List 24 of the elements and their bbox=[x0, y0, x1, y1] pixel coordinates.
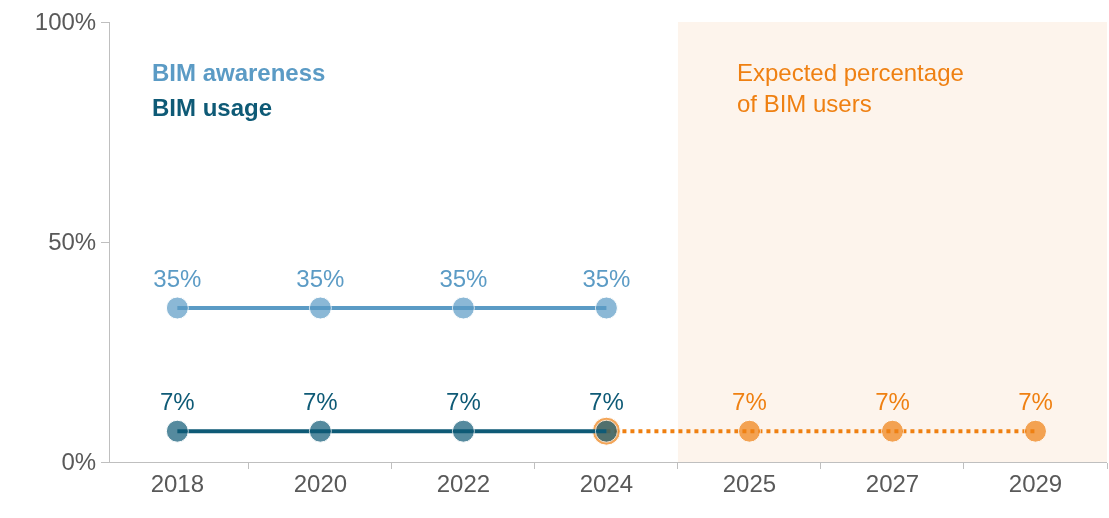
x-tick-label: 2024 bbox=[579, 469, 634, 497]
x-tick-label: 2022 bbox=[436, 469, 491, 497]
y-tick-label: 50% bbox=[48, 228, 97, 256]
data-label: 7% bbox=[160, 388, 195, 416]
x-tick-label: 2027 bbox=[865, 469, 920, 497]
x-tick-label: 2020 bbox=[293, 469, 348, 497]
data-label: 7% bbox=[732, 388, 767, 416]
data-label: 7% bbox=[446, 388, 481, 416]
y-tick-label: 0% bbox=[61, 448, 97, 476]
data-label: 35% bbox=[582, 265, 631, 293]
data-label: 7% bbox=[303, 388, 338, 416]
data-label: 35% bbox=[439, 265, 488, 293]
data-label: 35% bbox=[296, 265, 345, 293]
data-label: 7% bbox=[875, 388, 910, 416]
y-tick-label: 100% bbox=[34, 8, 97, 36]
x-tick-label: 2018 bbox=[150, 469, 205, 497]
text: BIM usage bbox=[152, 94, 273, 121]
data-label: 7% bbox=[589, 388, 624, 416]
text: Expected percentage of BIM users bbox=[737, 59, 964, 118]
x-tick-label: 2025 bbox=[722, 469, 777, 497]
data-label: 7% bbox=[1018, 388, 1053, 416]
x-tick-label: 2029 bbox=[1008, 469, 1063, 497]
data-label: 35% bbox=[153, 265, 202, 293]
text: BIM awareness bbox=[152, 59, 326, 86]
